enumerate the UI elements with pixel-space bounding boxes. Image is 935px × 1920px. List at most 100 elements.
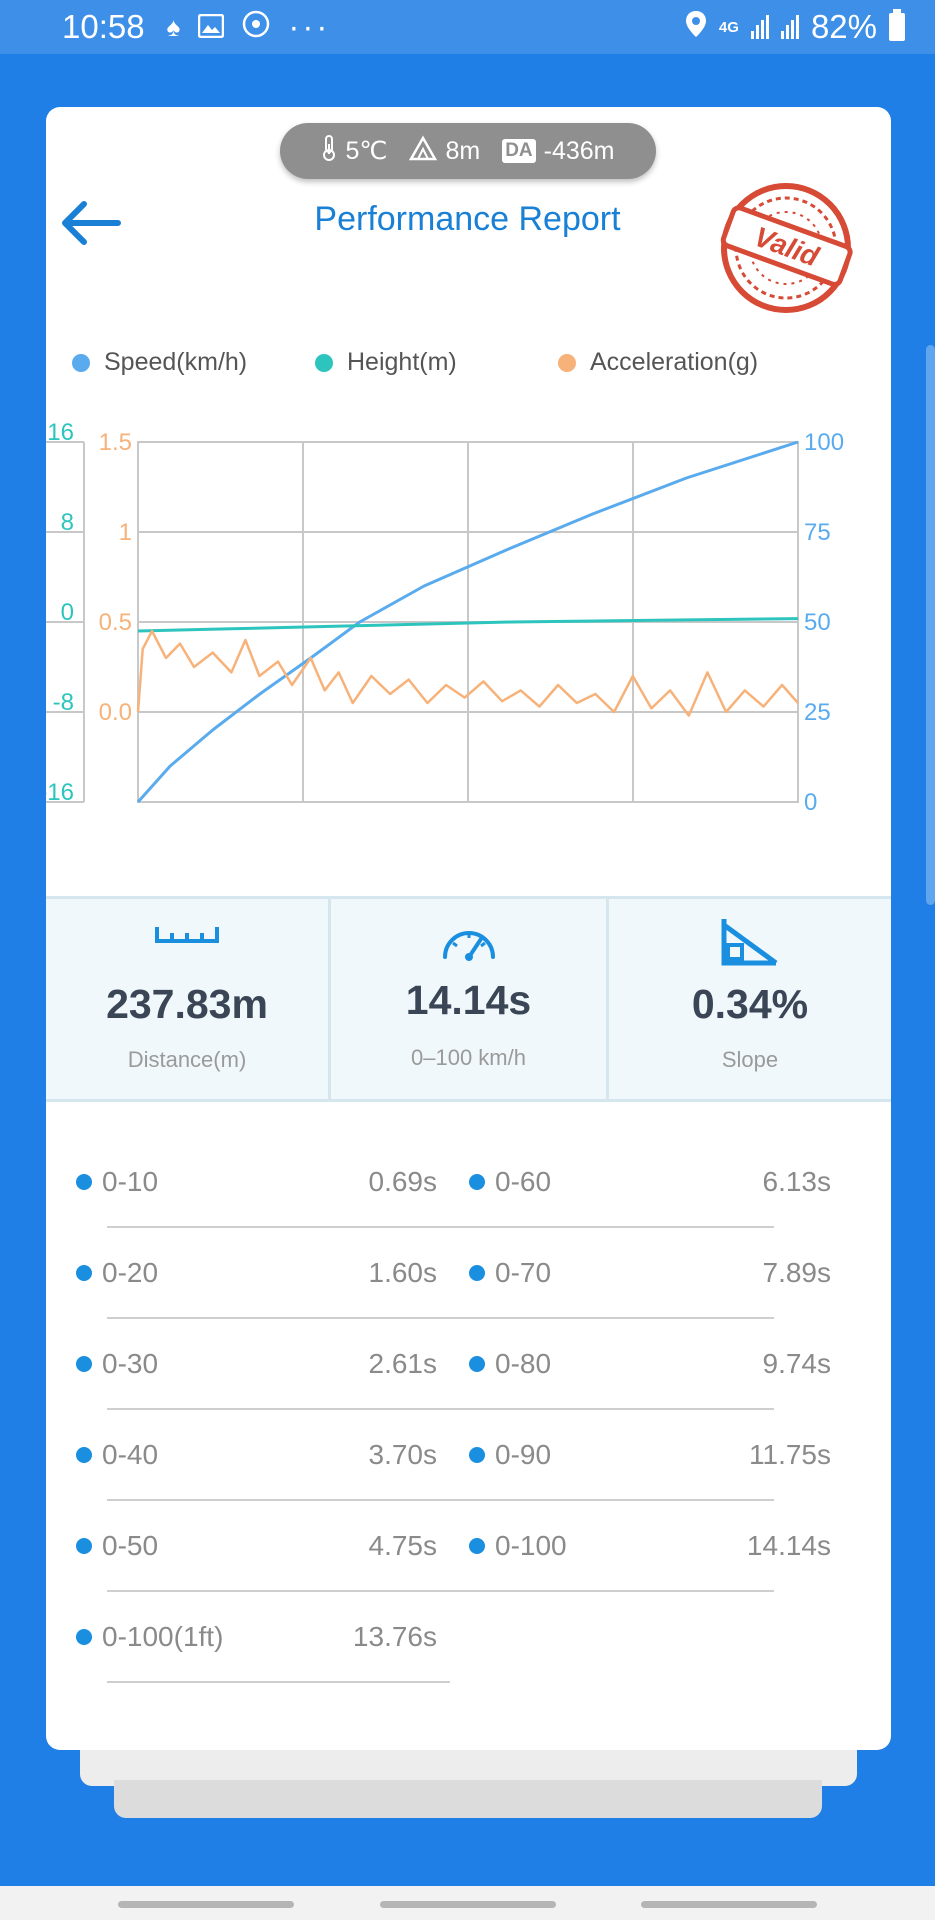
split-divider	[107, 1226, 450, 1228]
height-tick-label: 8	[61, 509, 74, 536]
legend-item-speed[interactable]: Speed(km/h)	[72, 348, 315, 377]
legend-label: Acceleration(g)	[590, 348, 759, 376]
stat-label: Slope	[721, 1047, 779, 1072]
network-type: 4G	[718, 18, 739, 36]
legend-dot	[72, 353, 90, 372]
split-name: 0-70	[495, 1257, 552, 1288]
notification-icon: ♠	[166, 11, 181, 42]
split-bullet	[76, 1629, 92, 1645]
split-row: 0-30 2.61s	[76, 1334, 437, 1394]
signal-icon	[750, 15, 769, 39]
nav-back-bar[interactable]	[641, 1901, 817, 1908]
legend-item-height[interactable]: Height(m)	[315, 348, 558, 377]
speedometer-icon	[441, 923, 497, 968]
mountain-icon	[409, 134, 438, 168]
system-nav-bar	[0, 1886, 935, 1920]
split-time: 4.75s	[368, 1530, 438, 1561]
split-name: 0-80	[495, 1348, 552, 1379]
height-tick-label: 0	[61, 599, 74, 626]
split-bullet	[469, 1447, 485, 1463]
stat-value: 0.34%	[691, 981, 809, 1027]
split-bullet	[76, 1174, 92, 1190]
altitude-value: 8m	[445, 136, 481, 165]
split-row: 0-70 7.89s	[469, 1243, 831, 1303]
battery-icon	[889, 9, 905, 41]
conditions-pill: 5℃ 8m DA -436m	[280, 123, 656, 179]
back-arrow-icon	[62, 201, 121, 245]
split-time: 2.61s	[368, 1348, 438, 1379]
split-row: 0-100(1ft) 13.76s	[76, 1607, 437, 1667]
split-row: 0-100 14.14s	[469, 1516, 831, 1576]
legend-dot	[315, 353, 333, 372]
nav-recent-apps-bar[interactable]	[118, 1901, 294, 1908]
split-divider	[107, 1590, 450, 1592]
back-button[interactable]	[60, 198, 122, 248]
valid-stamp: Valid	[716, 180, 862, 320]
more-icon: ···	[288, 8, 331, 45]
scrollbar-handle[interactable]	[926, 345, 935, 905]
split-row: 0-80 9.74s	[469, 1334, 831, 1394]
split-time: 3.70s	[368, 1439, 438, 1470]
split-name: 0-40	[102, 1439, 159, 1470]
speed-series-line	[136, 440, 799, 804]
speed-tick-label: 50	[804, 609, 831, 636]
split-row: 0-90 11.75s	[469, 1425, 831, 1485]
stacked-card-shadow	[114, 1780, 822, 1818]
split-row: 0-50 4.75s	[76, 1516, 437, 1576]
split-bullet	[469, 1356, 485, 1372]
legend-item-acceleration[interactable]: Acceleration(g)	[558, 348, 758, 377]
gallery-icon	[198, 8, 225, 46]
split-time: 9.74s	[762, 1348, 832, 1379]
split-bullet	[76, 1538, 92, 1554]
split-divider	[107, 1499, 450, 1501]
split-time: 14.14s	[746, 1530, 831, 1561]
da-badge: DA	[502, 139, 536, 163]
height-tick-label: 16	[47, 419, 74, 446]
status-time: 10:58	[62, 8, 145, 45]
split-name: 0-20	[102, 1257, 159, 1288]
split-time: 0.69s	[368, 1166, 438, 1197]
split-bullet	[76, 1447, 92, 1463]
height-tick-label: -8	[53, 689, 74, 716]
stat-slope: 0.34% Slope	[609, 899, 891, 1099]
split-name: 0-30	[102, 1348, 159, 1379]
chart-legend: Speed(km/h) Height(m) Acceleration(g)	[72, 348, 758, 377]
speed-tick-label: 100	[804, 429, 844, 456]
ruler-icon	[154, 923, 220, 952]
acceleration-tick-label: 1.5	[99, 429, 132, 456]
split-bullet	[469, 1174, 485, 1190]
nav-home-bar[interactable]	[380, 1901, 556, 1908]
split-divider	[107, 1681, 450, 1683]
thermometer-icon	[321, 134, 337, 169]
stat-value: 237.83m	[106, 981, 268, 1027]
speed-tick-label: 25	[804, 699, 831, 726]
performance-chart: 16 8 0 -8 -16 1.5 1 0.5 0.0 100 75 50 25 0	[46, 419, 844, 816]
split-divider	[449, 1590, 774, 1592]
split-divider	[449, 1499, 774, 1501]
status-bar: 10:58 ♠ ··· 4G 82%	[0, 0, 935, 54]
temperature-value: 5℃	[345, 137, 388, 165]
height-series-line	[137, 617, 799, 633]
split-time: 6.13s	[762, 1166, 832, 1197]
split-name: 0-10	[102, 1166, 159, 1197]
height-tick-label: -16	[46, 779, 74, 806]
signal-icon	[780, 15, 799, 39]
split-divider	[107, 1408, 450, 1410]
stat-acceleration-time: 14.14s 0–100 km/h	[331, 899, 609, 1099]
acceleration-tick-label: 1	[119, 519, 132, 546]
split-row: 0-60 6.13s	[469, 1152, 831, 1212]
split-time: 11.75s	[749, 1439, 831, 1470]
app-icon	[242, 8, 270, 46]
split-time: 13.76s	[352, 1621, 437, 1652]
split-row: 0-10 0.69s	[76, 1152, 437, 1212]
split-divider	[107, 1317, 450, 1319]
acceleration-tick-label: 0.5	[99, 609, 132, 636]
split-name: 0-90	[495, 1439, 552, 1470]
split-bullet	[76, 1265, 92, 1281]
split-row: 0-20 1.60s	[76, 1243, 437, 1303]
acceleration-tick-label: 0.0	[99, 699, 132, 726]
split-name: 0-50	[102, 1530, 159, 1561]
legend-label: Height(m)	[347, 348, 457, 376]
split-time: 1.60s	[368, 1257, 438, 1288]
speed-tick-label: 75	[804, 519, 831, 546]
